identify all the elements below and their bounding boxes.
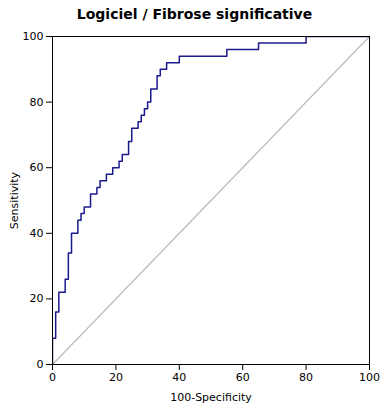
svg-text:Sensitivity: Sensitivity bbox=[8, 171, 21, 229]
svg-text:100: 100 bbox=[23, 30, 44, 43]
svg-text:100: 100 bbox=[359, 371, 380, 384]
svg-text:20: 20 bbox=[30, 292, 44, 305]
svg-text:20: 20 bbox=[109, 371, 123, 384]
html-text:Logiciel / Fibrose significati: Logiciel / Fibrose significative bbox=[76, 6, 313, 22]
svg-text:40: 40 bbox=[172, 371, 186, 384]
svg-text:80: 80 bbox=[299, 371, 313, 384]
svg-text:0: 0 bbox=[37, 358, 44, 371]
svg-text:40: 40 bbox=[30, 227, 44, 240]
svg-text:80: 80 bbox=[30, 96, 44, 109]
svg-text:60: 60 bbox=[30, 161, 44, 174]
svg-text:60: 60 bbox=[236, 371, 250, 384]
svg-text:0: 0 bbox=[49, 371, 56, 384]
svg-text:100-Specificity: 100-Specificity bbox=[170, 391, 252, 404]
